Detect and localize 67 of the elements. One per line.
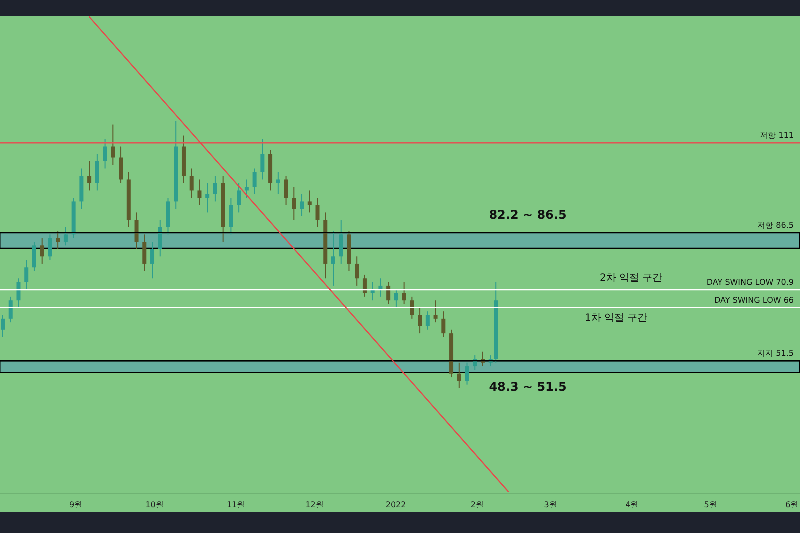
candlestick — [158, 220, 162, 258]
annotation: 1차 익절 구간 — [585, 312, 648, 325]
candlestick — [119, 146, 124, 184]
candlestick — [316, 198, 320, 228]
candlestick — [32, 241, 36, 272]
ref-line-label: 저항 86.5 — [758, 220, 794, 230]
candlestick — [276, 172, 280, 195]
x-tick-label: 2월 — [470, 500, 484, 510]
x-tick-label: 3월 — [544, 500, 558, 510]
candlestick — [95, 154, 100, 192]
candlestick — [56, 230, 60, 250]
candlestick — [394, 289, 398, 308]
candlestick — [339, 220, 344, 264]
candlestick — [457, 362, 462, 390]
candlestick — [1, 314, 5, 338]
candlestick — [213, 176, 218, 202]
ref-line-label: DAY SWING LOW 70.9 — [706, 278, 794, 287]
candlestick — [24, 260, 29, 290]
candlestick — [103, 138, 108, 170]
candlestick — [229, 198, 234, 236]
candlestick — [237, 182, 242, 214]
candlestick — [48, 234, 52, 261]
band-label: 82.2 ~ 86.5 — [489, 208, 567, 222]
x-tick-label: 5월 — [704, 500, 718, 510]
candlestick — [40, 238, 44, 264]
candlestick — [300, 194, 304, 217]
candlestick — [190, 168, 194, 199]
x-tick-label: 9월 — [70, 500, 83, 510]
candlestick — [410, 296, 414, 320]
candlestick — [355, 256, 360, 286]
candlestick — [284, 176, 288, 206]
ref-line-label: DAY SWING LOW 66 — [714, 296, 794, 305]
candlestick — [465, 362, 470, 386]
candlestick — [111, 124, 116, 166]
candlestick — [442, 311, 446, 338]
candlestick — [8, 296, 13, 324]
candlestick — [206, 182, 210, 214]
ref-line-label: 저항 111 — [760, 131, 794, 140]
candlestick — [434, 300, 438, 324]
x-tick-label: 4월 — [626, 500, 639, 510]
ref-line-label: 지지 51.5 — [758, 349, 794, 358]
x-tick-label: 2022 — [386, 500, 406, 510]
candlestick — [308, 190, 312, 214]
candlestick — [88, 160, 92, 192]
candlestick — [16, 278, 21, 308]
candlestick — [378, 278, 383, 298]
candlestick — [142, 234, 147, 272]
band-label: 48.3 ~ 51.5 — [489, 380, 567, 394]
candlestick — [244, 179, 249, 199]
candlestick — [402, 282, 406, 305]
annotation: 2차 익절 구간 — [600, 272, 663, 285]
candlestick — [150, 241, 155, 280]
candlestick — [426, 311, 430, 330]
x-tick-label: 6월 — [786, 500, 799, 510]
candlestick — [198, 179, 202, 206]
candlestick — [362, 274, 367, 298]
candlestick — [260, 138, 265, 180]
x-tick-label: 11월 — [226, 500, 246, 510]
candlestick — [386, 282, 391, 305]
candlestick — [134, 212, 139, 250]
x-tick-label: 10월 — [146, 500, 164, 510]
candlestick — [292, 186, 296, 221]
candlestick — [252, 168, 257, 195]
candlestick — [331, 230, 336, 286]
candlestick — [64, 226, 68, 246]
x-tick-label: 12월 — [306, 500, 324, 510]
candlestick — [418, 307, 422, 334]
